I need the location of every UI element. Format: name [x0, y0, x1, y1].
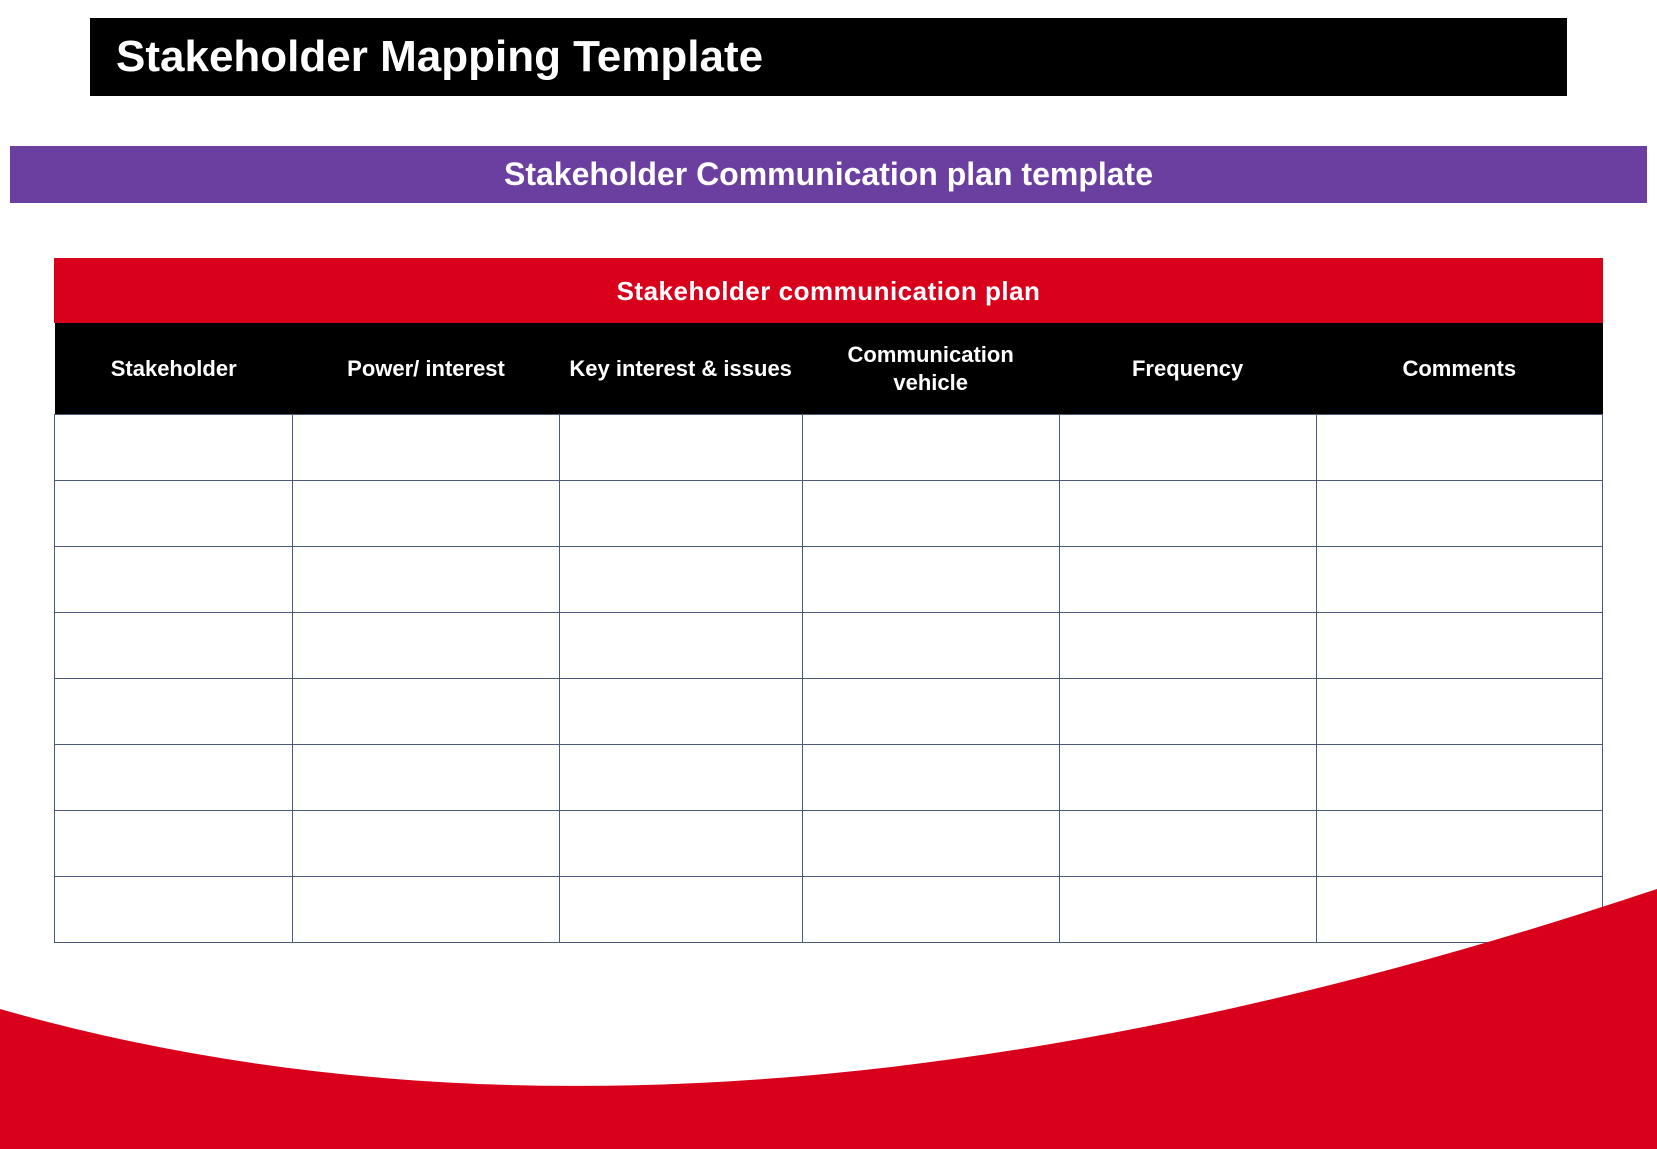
communication-plan-table: Stakeholder Power/ interest Key interest…: [54, 323, 1603, 943]
col-header-comments: Comments: [1316, 323, 1602, 415]
page-sub-title: Stakeholder Communication plan template: [10, 146, 1647, 203]
table-cell[interactable]: [802, 811, 1059, 877]
table-cell[interactable]: [802, 613, 1059, 679]
table-row: [55, 877, 1603, 943]
table-row: [55, 481, 1603, 547]
table-cell[interactable]: [293, 877, 559, 943]
table-row: [55, 547, 1603, 613]
table-row: [55, 613, 1603, 679]
table-row: [55, 745, 1603, 811]
table-cell[interactable]: [1316, 481, 1602, 547]
table-cell[interactable]: [1059, 679, 1316, 745]
table-cell[interactable]: [55, 613, 293, 679]
table-container: Stakeholder communication plan Stakehold…: [54, 258, 1603, 943]
col-header-comm-vehicle: Communication vehicle: [802, 323, 1059, 415]
page-main-title: Stakeholder Mapping Template: [90, 18, 1567, 96]
table-cell[interactable]: [1059, 811, 1316, 877]
table-cell[interactable]: [1316, 877, 1602, 943]
table-cell[interactable]: [1316, 415, 1602, 481]
table-cell[interactable]: [293, 745, 559, 811]
table-row: [55, 679, 1603, 745]
table-cell[interactable]: [55, 877, 293, 943]
table-title-bar: Stakeholder communication plan: [54, 258, 1603, 323]
table-cell[interactable]: [293, 481, 559, 547]
table-row: [55, 415, 1603, 481]
col-header-power-interest: Power/ interest: [293, 323, 559, 415]
column-header-row: Stakeholder Power/ interest Key interest…: [55, 323, 1603, 415]
col-header-key-interest: Key interest & issues: [559, 323, 802, 415]
table-cell[interactable]: [293, 547, 559, 613]
table-cell[interactable]: [559, 679, 802, 745]
table-cell[interactable]: [802, 679, 1059, 745]
table-cell[interactable]: [1059, 745, 1316, 811]
table-cell[interactable]: [55, 547, 293, 613]
table-cell[interactable]: [55, 745, 293, 811]
table-cell[interactable]: [1059, 481, 1316, 547]
table-cell[interactable]: [55, 481, 293, 547]
col-header-stakeholder: Stakeholder: [55, 323, 293, 415]
table-cell[interactable]: [802, 415, 1059, 481]
table-cell[interactable]: [293, 415, 559, 481]
table-cell[interactable]: [293, 811, 559, 877]
table-cell[interactable]: [1316, 745, 1602, 811]
table-cell[interactable]: [559, 745, 802, 811]
table-cell[interactable]: [802, 877, 1059, 943]
table-cell[interactable]: [802, 481, 1059, 547]
table-cell[interactable]: [1316, 613, 1602, 679]
table-cell[interactable]: [1059, 415, 1316, 481]
table-cell[interactable]: [559, 811, 802, 877]
table-cell[interactable]: [559, 481, 802, 547]
table-row: [55, 811, 1603, 877]
table-cell[interactable]: [559, 877, 802, 943]
table-cell[interactable]: [559, 613, 802, 679]
table-cell[interactable]: [55, 811, 293, 877]
table-cell[interactable]: [293, 613, 559, 679]
table-cell[interactable]: [1059, 613, 1316, 679]
col-header-frequency: Frequency: [1059, 323, 1316, 415]
table-cell[interactable]: [1316, 679, 1602, 745]
table-cell[interactable]: [559, 415, 802, 481]
table-cell[interactable]: [1316, 811, 1602, 877]
table-cell[interactable]: [55, 679, 293, 745]
table-cell[interactable]: [1059, 877, 1316, 943]
table-cell[interactable]: [55, 415, 293, 481]
table-cell[interactable]: [1059, 547, 1316, 613]
table-cell[interactable]: [559, 547, 802, 613]
table-cell[interactable]: [802, 547, 1059, 613]
table-cell[interactable]: [1316, 547, 1602, 613]
table-cell[interactable]: [293, 679, 559, 745]
table-cell[interactable]: [802, 745, 1059, 811]
